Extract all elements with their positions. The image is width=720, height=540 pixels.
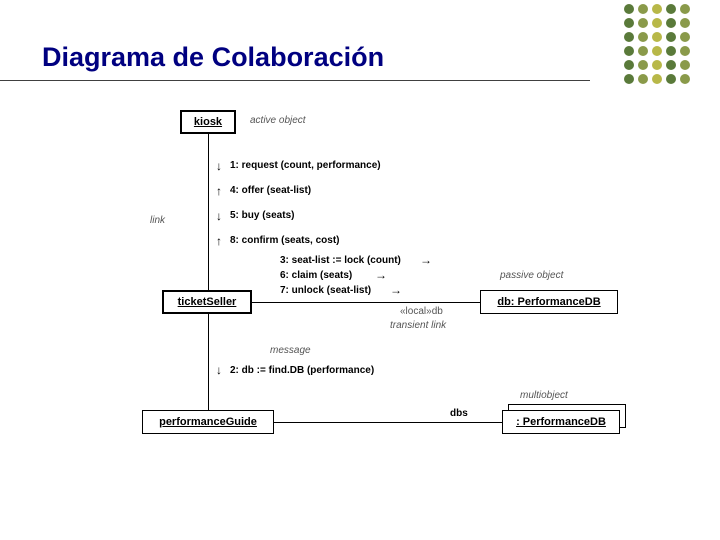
dot-icon — [652, 60, 662, 70]
link-performanceguide-multi — [274, 422, 502, 423]
annotation-passive-object: passive object — [500, 270, 563, 281]
arrow-down-icon: ↓ — [216, 364, 222, 376]
dot-icon — [680, 60, 690, 70]
arrow-down-icon: ↓ — [216, 210, 222, 222]
object-db-performance: db: PerformanceDB — [480, 290, 618, 314]
dot-icon — [638, 32, 648, 42]
object-ticketseller-label: ticketSeller — [178, 296, 237, 308]
dot-icon — [624, 32, 634, 42]
dot-icon — [624, 4, 634, 14]
dot-icon — [652, 32, 662, 42]
dot-icon — [652, 18, 662, 28]
arrow-down-icon: ↓ — [216, 160, 222, 172]
dot-icon — [652, 74, 662, 84]
message-6: 6: claim (seats) — [280, 270, 352, 281]
dot-icon — [680, 32, 690, 42]
object-kiosk: kiosk — [180, 110, 236, 134]
collaboration-diagram: kiosk active object ↓ 1: request (count,… — [100, 110, 660, 510]
object-ticketseller: ticketSeller — [162, 290, 252, 314]
object-db-performance-label: db: PerformanceDB — [497, 296, 600, 308]
dot-icon — [666, 60, 676, 70]
annotation-link: link — [150, 215, 165, 226]
dot-icon — [666, 46, 676, 56]
message-1: 1: request (count, performance) — [230, 160, 381, 171]
dot-icon — [680, 74, 690, 84]
link-ticketseller-performanceguide — [208, 314, 209, 410]
object-performance-guide-label: performanceGuide — [159, 416, 257, 428]
message-8: 8: confirm (seats, cost) — [230, 235, 339, 246]
arrow-right-icon: → — [375, 269, 387, 281]
dot-icon — [638, 4, 648, 14]
dot-icon — [624, 60, 634, 70]
dot-icon — [680, 46, 690, 56]
message-2: 2: db := find.DB (performance) — [230, 365, 374, 376]
annotation-multiobject: multiobject — [520, 390, 568, 401]
dot-icon — [666, 32, 676, 42]
arrow-right-icon: → — [390, 284, 402, 296]
arrow-up-icon: ↑ — [216, 185, 222, 197]
dot-icon — [624, 46, 634, 56]
dot-icon — [638, 60, 648, 70]
dot-icon — [624, 74, 634, 84]
message-4: 4: offer (seat-list) — [230, 185, 311, 196]
dot-icon — [680, 4, 690, 14]
title-underline — [0, 80, 590, 81]
annotation-local-db: «local»db — [400, 306, 443, 317]
object-multi-performance: : PerformanceDB — [502, 410, 620, 434]
annotation-transient-link: transient link — [390, 320, 446, 331]
dot-icon — [638, 46, 648, 56]
arrow-up-icon: ↑ — [216, 235, 222, 247]
dot-icon — [666, 74, 676, 84]
message-3: 3: seat-list := lock (count) — [280, 255, 401, 266]
annotation-dbs: dbs — [450, 408, 468, 419]
link-ticketseller-db — [252, 302, 480, 303]
object-performance-guide: performanceGuide — [142, 410, 274, 434]
link-kiosk-ticketseller — [208, 134, 209, 290]
dot-icon — [652, 46, 662, 56]
object-kiosk-label: kiosk — [194, 116, 222, 128]
arrow-right-icon: → — [420, 254, 432, 266]
object-multi-performance-label: : PerformanceDB — [516, 416, 606, 428]
dot-icon — [638, 18, 648, 28]
dot-icon — [624, 18, 634, 28]
dot-icon — [666, 4, 676, 14]
annotation-message: message — [270, 345, 311, 356]
page-title: Diagrama de Colaboración — [42, 42, 384, 73]
dot-icon — [652, 4, 662, 14]
annotation-active-object: active object — [250, 115, 306, 126]
dot-icon — [638, 74, 648, 84]
message-5: 5: buy (seats) — [230, 210, 294, 221]
dot-icon — [666, 18, 676, 28]
dot-icon — [680, 18, 690, 28]
decorative-dots — [624, 4, 692, 86]
message-7: 7: unlock (seat-list) — [280, 285, 371, 296]
